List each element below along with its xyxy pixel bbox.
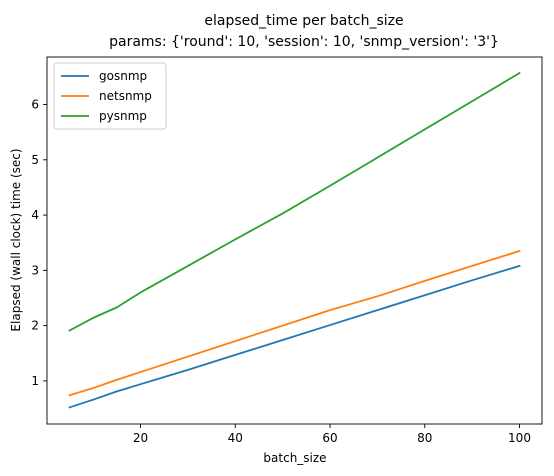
legend: gosnmp netsnmp pysnmp (53, 62, 167, 130)
series-line-gosnmp (68, 264, 521, 409)
legend-label-netsnmp: netsnmp (99, 89, 152, 103)
legend-label-pysnmp: pysnmp (99, 109, 147, 123)
series-layer (68, 71, 521, 409)
x-tick-label: 20 (133, 431, 148, 445)
chart-title: elapsed_time per batch_size (204, 13, 403, 29)
axes-frame (46, 56, 543, 425)
plot-area: 20 40 60 80 100 1 2 3 4 5 6 (31, 56, 543, 445)
x-axis-ticks: 20 40 60 80 100 (133, 424, 531, 445)
series-line-pysnmp (68, 71, 521, 332)
x-tick-label: 40 (228, 431, 243, 445)
y-tick-label: 6 (31, 98, 39, 112)
x-axis-label: batch_size (263, 451, 326, 465)
y-tick-label: 5 (31, 153, 39, 167)
y-tick-label: 1 (31, 374, 39, 388)
legend-label-gosnmp: gosnmp (99, 69, 147, 83)
x-tick-label: 100 (508, 431, 531, 445)
y-tick-label: 3 (31, 263, 39, 277)
x-tick-label: 80 (417, 431, 432, 445)
y-axis-ticks: 1 2 3 4 5 6 (31, 98, 47, 388)
chart-subtitle: params: {'round': 10, 'session': 10, 'sn… (109, 34, 499, 50)
x-tick-label: 60 (322, 431, 337, 445)
y-tick-label: 2 (31, 319, 39, 333)
y-axis-label: Elapsed (wall clock) time (sec) (9, 148, 23, 331)
legend-box (53, 62, 167, 130)
y-tick-label: 4 (31, 208, 39, 222)
legend-items: gosnmp netsnmp pysnmp (61, 69, 152, 123)
series-line-netsnmp (68, 249, 521, 397)
